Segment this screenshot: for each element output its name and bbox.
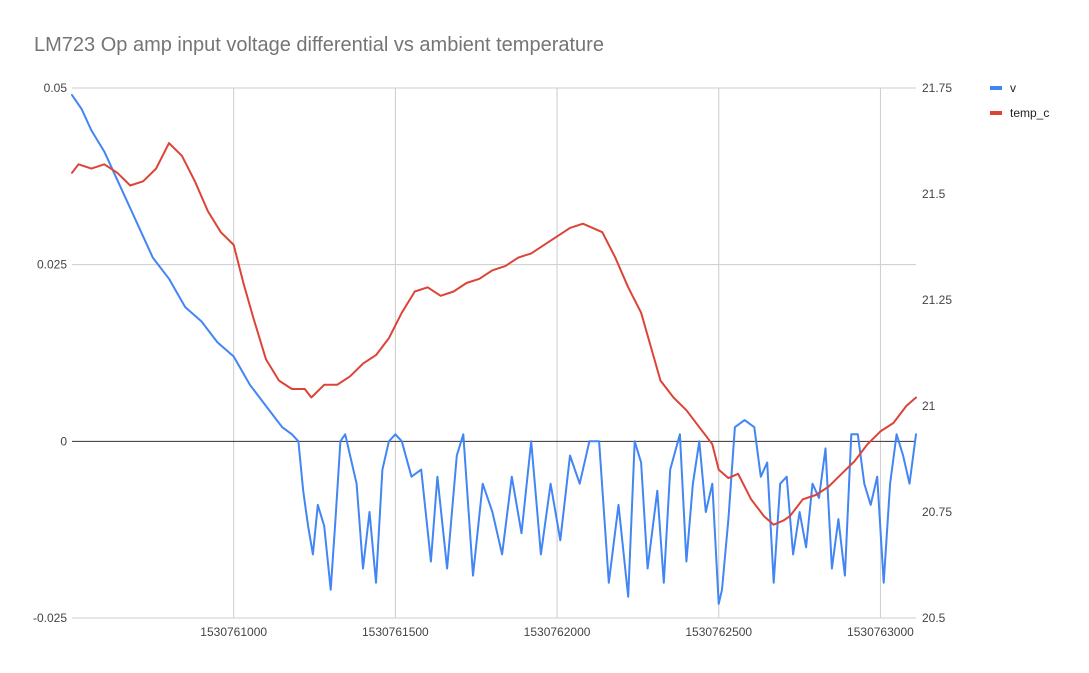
x-tick-label: 1530761500: [362, 625, 429, 639]
legend-label-temp-c: temp_c: [1010, 106, 1049, 120]
legend: v temp_c: [990, 81, 1049, 120]
x-axis-ticks: 1530761000 1530761500 1530762000 1530762500…: [200, 625, 914, 639]
x-tick-label: 1530762500: [685, 625, 752, 639]
right-tick-label: 21.75: [922, 81, 952, 95]
x-tick-label: 1530761000: [200, 625, 267, 639]
x-tick-label: 1530762000: [524, 625, 591, 639]
right-tick-label: 21: [922, 399, 936, 413]
right-tick-label: 20.5: [922, 611, 946, 625]
chart-title: LM723 Op amp input voltage differential …: [34, 34, 604, 56]
left-axis-ticks: -0.025 0 0.025 0.05: [33, 81, 67, 625]
left-tick-label: -0.025: [33, 611, 67, 625]
series-layer: [71, 94, 917, 605]
legend-label-v: v: [1010, 81, 1016, 95]
right-tick-label: 20.75: [922, 505, 952, 519]
left-tick-label: 0.025: [37, 258, 67, 272]
right-axis-ticks: 20.5 20.75 21 21.25 21.5 21.75: [922, 81, 952, 625]
left-tick-label: 0: [60, 434, 67, 448]
legend-swatch-v: [990, 86, 1002, 90]
grid-lines: [72, 87, 916, 619]
x-tick-label: 1530763000: [847, 625, 914, 639]
right-tick-label: 21.25: [922, 293, 952, 307]
series-line-v: [71, 94, 917, 605]
legend-swatch-temp-c: [990, 111, 1002, 115]
series-line-temp-c: [71, 142, 917, 526]
right-tick-label: 21.5: [922, 187, 946, 201]
left-tick-label: 0.05: [44, 81, 68, 95]
